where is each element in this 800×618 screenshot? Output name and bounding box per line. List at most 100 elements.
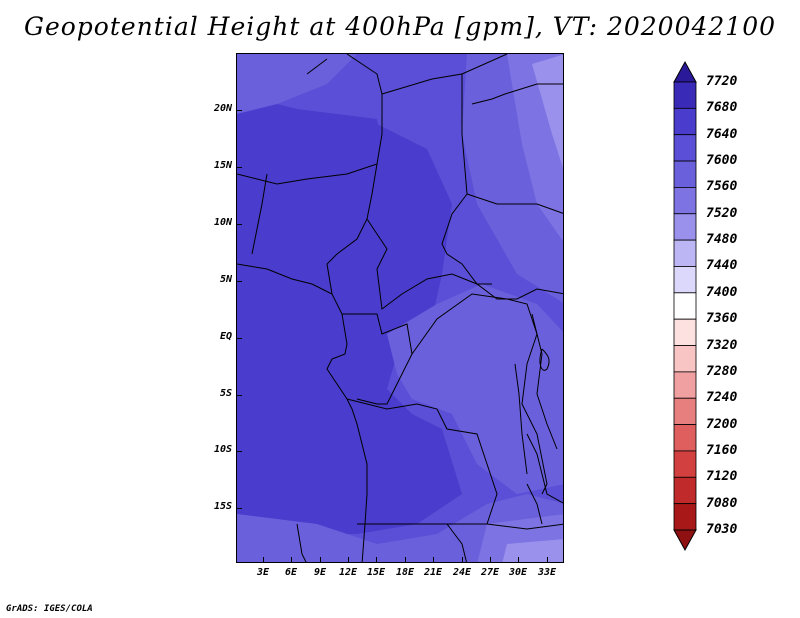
lat-tick xyxy=(236,338,242,339)
colorbar-bin xyxy=(673,187,697,215)
colorbar-bin xyxy=(673,450,697,478)
lat-label-20n: 20N xyxy=(213,103,232,114)
border-namibia-zambia xyxy=(357,523,563,530)
lon-tick xyxy=(405,557,406,563)
lat-tick xyxy=(236,395,242,396)
border-car xyxy=(366,218,563,310)
lon-label-27e: 27E xyxy=(480,567,500,578)
lon-label-3e: 3E xyxy=(256,567,270,578)
field-contour-north xyxy=(237,94,387,224)
lat-label-15s: 15S xyxy=(213,501,232,512)
colorbar-bin xyxy=(673,213,697,241)
border-great-lakes xyxy=(531,313,558,450)
colorbar-max-arrow xyxy=(673,60,697,83)
lon-tick xyxy=(320,557,321,563)
grads-credit: GrADS: IGES/COLA xyxy=(6,604,93,614)
country-borders xyxy=(237,54,563,562)
colorbar-bin xyxy=(673,503,697,531)
lon-tick xyxy=(462,557,463,563)
lat-label-5n: 5N xyxy=(219,274,232,285)
border-egypt-sudan xyxy=(471,83,563,105)
lat-label-15n: 15N xyxy=(213,160,232,171)
lon-label-12e: 12E xyxy=(338,567,358,578)
lat-tick xyxy=(236,167,242,168)
lat-tick xyxy=(236,451,242,452)
lon-label-21e: 21E xyxy=(423,567,443,578)
lake-malawi xyxy=(526,483,543,525)
lat-label-10s: 10S xyxy=(213,444,232,455)
lon-tick xyxy=(490,557,491,563)
lat-tick xyxy=(236,508,242,509)
border-sudan xyxy=(466,193,563,214)
colorbar-label: 7600 xyxy=(706,153,738,169)
colorbar-label: 7240 xyxy=(706,390,738,406)
colorbar-label: 7120 xyxy=(706,469,738,485)
height-field-map xyxy=(237,54,563,562)
border-zimbabwe xyxy=(446,523,468,562)
lon-tick xyxy=(433,557,434,563)
border-nigeria-cameroon xyxy=(326,163,378,295)
colorbar-label: 7480 xyxy=(706,232,738,248)
lon-label-30e: 30E xyxy=(508,567,528,578)
colorbar-min-arrow xyxy=(673,529,697,552)
border-libya xyxy=(461,54,508,75)
colorbar-label: 7440 xyxy=(706,258,738,274)
colorbar-bin xyxy=(673,292,697,320)
colorbar-label: 7030 xyxy=(706,522,738,537)
colorbar-label: 7320 xyxy=(706,337,738,353)
lon-label-18e: 18E xyxy=(395,567,415,578)
lat-tick xyxy=(236,281,242,282)
colorbar-bin xyxy=(673,134,697,162)
field-contour-south xyxy=(237,494,563,562)
colorbar-bin xyxy=(673,239,697,267)
border-tanzania xyxy=(526,433,563,504)
lake-tanganyika xyxy=(514,363,528,475)
lon-label-9e: 9E xyxy=(313,567,327,578)
field-contour-nw xyxy=(237,54,357,114)
colorbar-label: 7200 xyxy=(706,416,738,432)
lon-tick xyxy=(263,557,264,563)
field-contour-7640 xyxy=(237,124,462,534)
lat-label-eq: EQ xyxy=(219,331,232,342)
colorbar-label: 7680 xyxy=(706,100,738,116)
coastline-west xyxy=(237,263,368,562)
colorbar-label: 7400 xyxy=(706,284,738,300)
lon-label-15e: 15E xyxy=(366,567,386,578)
lon-tick xyxy=(291,557,292,563)
map-panel xyxy=(236,53,564,563)
colorbar-bin xyxy=(673,81,697,109)
colorbar-bin xyxy=(673,318,697,346)
lon-label-6e: 6E xyxy=(284,567,298,578)
colorbar-bin xyxy=(673,266,697,294)
colorbar-label: 7640 xyxy=(706,126,738,142)
border-chad xyxy=(381,73,492,285)
colorbar-label: 7520 xyxy=(706,205,738,221)
border-botswana xyxy=(296,523,307,562)
field-contour-7560 xyxy=(387,284,563,494)
lat-tick xyxy=(236,224,242,225)
lon-tick xyxy=(518,557,519,563)
colorbar-bin xyxy=(673,107,697,136)
colorbar-label: 7560 xyxy=(706,179,738,195)
lat-tick xyxy=(236,110,242,111)
border-algeria xyxy=(306,58,328,75)
lat-label-10n: 10N xyxy=(213,217,232,228)
colorbar-bin xyxy=(673,476,697,505)
lon-tick xyxy=(376,557,377,563)
colorbar-bin xyxy=(673,397,697,425)
lon-label-24e: 24E xyxy=(452,567,472,578)
colorbar-label: 7360 xyxy=(706,311,738,327)
lake-victoria xyxy=(539,348,550,371)
map-title: Geopotential Height at 400hPa [gpm], VT:… xyxy=(23,12,777,41)
lon-tick xyxy=(348,557,349,563)
border-benin xyxy=(251,173,268,255)
field-contour-7480 xyxy=(532,54,563,168)
colorbar-bin xyxy=(673,160,697,188)
colorbar xyxy=(673,60,697,552)
colorbar-bin xyxy=(673,371,697,399)
lon-label-33e: 33E xyxy=(537,567,557,578)
colorbar-label: 7720 xyxy=(706,74,738,89)
border-angola xyxy=(346,398,498,525)
colorbar-bin xyxy=(673,345,697,373)
colorbar-label: 7280 xyxy=(706,363,738,379)
